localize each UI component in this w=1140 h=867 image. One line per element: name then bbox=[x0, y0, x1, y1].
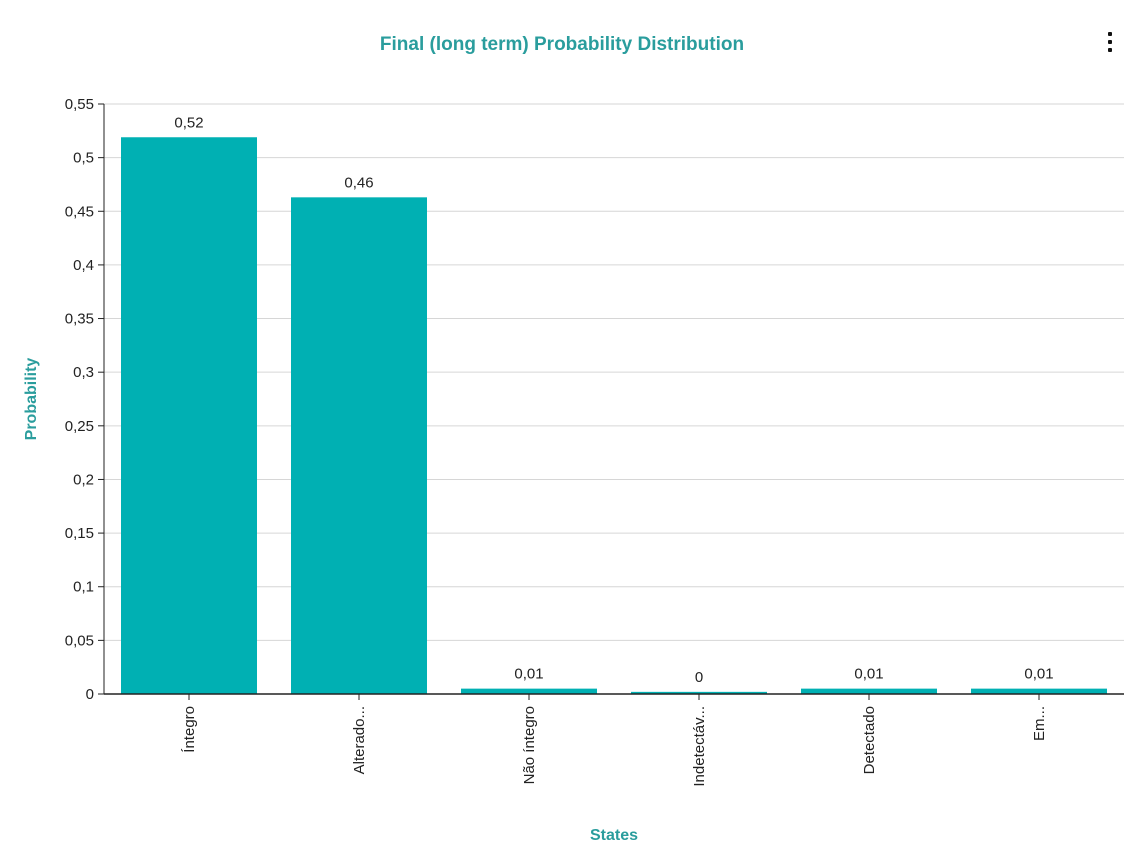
bar[interactable] bbox=[121, 137, 257, 695]
y-tick-label: 0,4 bbox=[73, 257, 94, 274]
x-axis-title: States bbox=[590, 827, 638, 844]
bars bbox=[121, 137, 1107, 695]
x-tick-label: Não íntegro bbox=[521, 706, 538, 784]
bar[interactable] bbox=[971, 688, 1107, 694]
y-tick-label: 0,3 bbox=[73, 364, 94, 381]
x-tick-label: Indetectáv... bbox=[691, 706, 708, 787]
y-tick-label: 0,35 bbox=[65, 311, 94, 328]
x-tick-label: Em... bbox=[1031, 706, 1048, 741]
x-tick-label: Detectado bbox=[861, 706, 878, 774]
data-label: 0,46 bbox=[344, 174, 373, 191]
data-label: 0,52 bbox=[174, 114, 203, 131]
y-tick-label: 0,45 bbox=[65, 203, 94, 220]
chart-title: Final (long term) Probability Distributi… bbox=[379, 34, 745, 55]
x-axis-ticks: Íntegro Alterado... Não íntegro Indetectáv.… bbox=[181, 694, 1048, 787]
data-label: 0,01 bbox=[854, 666, 883, 683]
y-tick-label: 0,25 bbox=[65, 418, 94, 435]
more-options-icon[interactable] bbox=[1101, 30, 1119, 54]
y-tick-label: 0 bbox=[86, 686, 94, 703]
y-axis-title: Probability bbox=[23, 358, 40, 441]
y-axis-ticks: 0 0,05 0,1 0,15 0,2 0,25 0,3 0,35 0,4 0,45 0,5 0,55 bbox=[65, 96, 104, 703]
x-tick-label: Alterado... bbox=[351, 706, 368, 774]
data-label: 0,01 bbox=[514, 666, 543, 683]
y-tick-label: 0,1 bbox=[73, 579, 94, 596]
bar[interactable] bbox=[291, 197, 427, 694]
axes bbox=[103, 104, 1124, 695]
bar[interactable] bbox=[461, 688, 597, 694]
y-tick-label: 0,15 bbox=[65, 525, 94, 542]
data-label: 0 bbox=[695, 669, 703, 686]
gridlines bbox=[104, 103, 1124, 641]
y-tick-label: 0,55 bbox=[65, 96, 94, 113]
y-tick-label: 0,5 bbox=[73, 150, 94, 167]
x-tick-label: Íntegro bbox=[181, 706, 198, 753]
data-label: 0,01 bbox=[1024, 666, 1053, 683]
y-tick-label: 0,2 bbox=[73, 471, 94, 488]
data-labels: 0,52 0,46 0,01 0 0,01 0,01 bbox=[174, 114, 1053, 686]
bar[interactable] bbox=[801, 688, 937, 694]
y-tick-label: 0,05 bbox=[65, 632, 94, 649]
bar[interactable] bbox=[631, 691, 767, 694]
